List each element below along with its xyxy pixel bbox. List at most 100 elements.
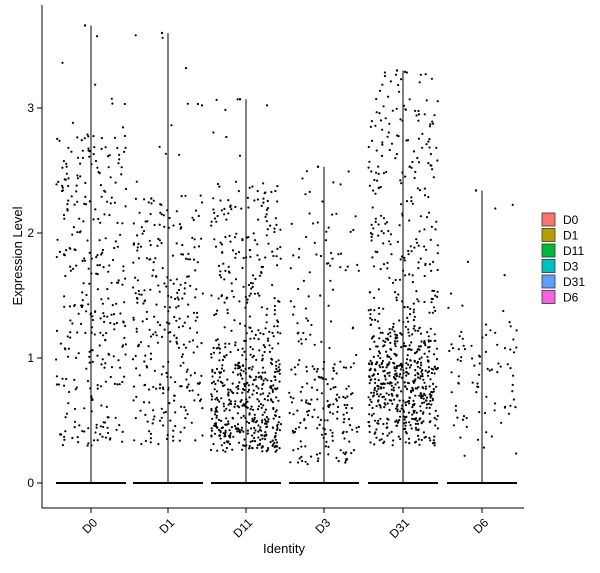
data-point-D11 [275,367,278,370]
data-point-D0 [79,162,82,165]
data-point-D31 [415,114,418,117]
data-point-D31 [404,274,407,277]
data-point-D0 [85,310,88,313]
data-point-D0 [84,331,87,334]
data-point-D31 [391,402,394,405]
data-point-D0 [121,380,124,384]
data-point-D11 [229,240,232,243]
data-point-D31 [405,374,408,377]
data-point-D31 [387,393,390,396]
data-point-D3 [302,279,305,282]
data-point-D11 [213,217,217,220]
data-point-D11 [266,207,270,210]
data-point-D11 [214,382,217,386]
data-point-D1 [134,417,137,420]
data-point-D1 [134,354,137,357]
data-point-D6 [503,406,506,409]
data-point-D11 [211,375,214,378]
data-point-D11 [276,247,279,250]
data-point-D11 [211,370,214,373]
data-point-D31 [411,202,414,205]
data-point-D0 [104,380,107,383]
data-point-D1 [191,236,194,239]
data-point-D0 [75,184,78,187]
data-point-D11 [276,387,279,390]
data-point-D1 [162,411,165,414]
data-point-D0 [104,146,107,149]
data-point-D11 [218,400,221,403]
data-point-D11 [272,406,275,410]
data-point-D31 [393,330,396,333]
data-point-D0 [88,200,91,203]
data-point-D0 [107,270,110,273]
data-point-D3 [291,429,294,432]
data-point-D3 [304,307,307,310]
data-point-D1 [192,218,195,222]
data-point-D11 [215,414,218,417]
data-point-D0 [76,177,79,180]
data-point-D31 [403,306,406,309]
data-point-D11 [277,320,280,324]
data-point-D1 [160,335,164,338]
data-point-D31 [436,414,439,417]
data-point-D1 [144,354,147,357]
data-point-D11 [212,351,216,354]
data-point-D31 [388,148,391,152]
data-point-D1 [142,401,146,404]
data-point-D31 [415,411,418,414]
data-point-D6 [473,364,476,367]
data-point-D31 [397,83,400,87]
data-point-D3 [345,430,348,433]
data-point-D31 [372,391,375,394]
data-point-D1 [184,281,187,285]
data-point-D31 [370,235,373,238]
data-point-D3 [297,340,300,343]
data-point-D11 [238,300,241,303]
data-point-D1 [174,380,177,384]
data-point-D3 [328,346,331,350]
data-point-D31 [427,359,430,362]
data-point-D31 [384,117,387,120]
data-point-D11 [251,274,255,277]
data-point-D11 [217,264,221,267]
data-point-D1 [201,407,204,410]
data-point-D31 [372,412,375,415]
data-point-D3 [337,460,340,463]
data-point-D31 [430,371,433,375]
data-point-D31 [429,439,432,442]
data-point-D11 [276,427,279,430]
data-point-D6 [448,349,451,353]
data-point-D11 [220,243,223,246]
data-point-D31 [368,184,371,187]
data-point-D31 [372,394,376,397]
data-point-D31 [383,406,386,409]
data-point-D0 [86,133,89,136]
data-point-D0 [114,181,117,184]
data-point-D31 [423,187,426,190]
data-point-D0 [61,61,64,64]
data-point-D0 [99,433,102,436]
data-point-D11 [253,418,256,421]
data-point-D0 [81,299,84,302]
data-point-D31 [418,394,421,397]
data-point-D0 [67,184,70,188]
data-point-D31 [394,333,397,336]
data-point-D0 [88,251,91,254]
data-point-D31 [416,419,419,422]
data-point-D1 [175,306,178,309]
data-point-D31 [383,402,386,405]
data-point-D3 [313,343,316,346]
data-point-D1 [156,321,159,324]
data-point-D3 [298,247,301,250]
data-point-D11 [223,432,227,436]
data-point-D0 [79,322,83,325]
data-point-D31 [418,230,421,233]
data-point-D11 [262,392,265,395]
data-point-D3 [350,407,353,410]
data-point-max-D0 [83,24,87,27]
data-point-D11 [224,429,227,432]
data-point-D1 [144,439,147,443]
data-point-D11 [210,393,213,396]
data-point-D0 [78,217,81,220]
data-point-D0 [121,126,125,129]
